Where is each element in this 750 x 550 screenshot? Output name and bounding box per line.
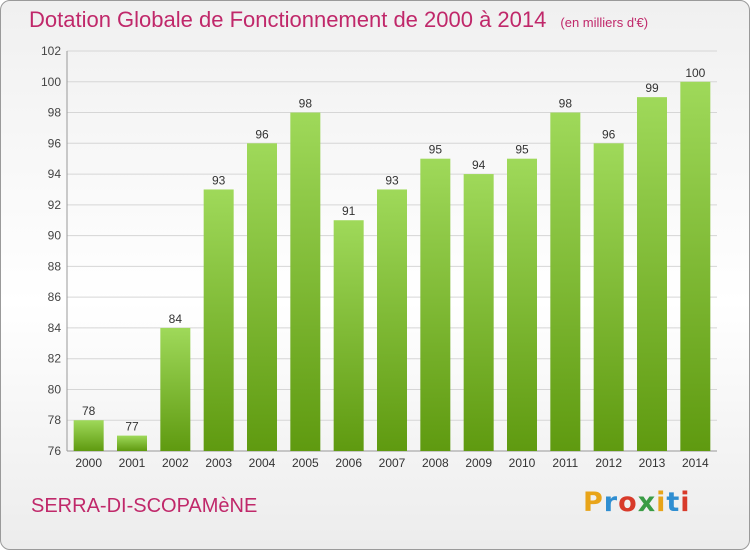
y-tick-label: 82 bbox=[48, 352, 62, 366]
bar bbox=[593, 143, 624, 452]
y-tick-label: 84 bbox=[48, 321, 62, 335]
x-tick-label: 2005 bbox=[292, 456, 319, 470]
data-label: 100 bbox=[685, 66, 705, 80]
x-tick-label: 2009 bbox=[465, 456, 492, 470]
bar bbox=[73, 420, 104, 451]
chart-unit: (en milliers d'€) bbox=[560, 15, 649, 30]
y-tick-label: 80 bbox=[48, 382, 62, 396]
data-label: 95 bbox=[515, 143, 529, 157]
logo-letter: i bbox=[680, 487, 691, 518]
y-tick-label: 86 bbox=[48, 290, 62, 304]
x-tick-label: 2013 bbox=[639, 456, 666, 470]
y-tick-label: 88 bbox=[48, 259, 62, 273]
x-tick-label: 2003 bbox=[205, 456, 232, 470]
y-tick-label: 78 bbox=[48, 413, 62, 427]
y-tick-label: 96 bbox=[48, 136, 62, 150]
logo-letter: i bbox=[656, 487, 667, 518]
logo-letter: o bbox=[618, 487, 638, 518]
y-tick-label: 100 bbox=[41, 75, 61, 89]
x-tick-label: 2014 bbox=[682, 456, 709, 470]
data-label: 93 bbox=[385, 173, 399, 187]
data-label: 91 bbox=[342, 204, 356, 218]
bar bbox=[117, 435, 147, 451]
bar bbox=[637, 97, 667, 452]
bar bbox=[203, 189, 234, 451]
bar bbox=[247, 143, 277, 452]
data-label: 98 bbox=[299, 97, 313, 111]
x-tick-label: 2010 bbox=[509, 456, 536, 470]
data-label: 96 bbox=[255, 127, 269, 141]
bar bbox=[420, 158, 451, 451]
data-label: 96 bbox=[602, 127, 616, 141]
x-tick-label: 2000 bbox=[75, 456, 102, 470]
bar bbox=[290, 112, 321, 452]
y-tick-label: 94 bbox=[48, 167, 62, 181]
data-label: 95 bbox=[429, 143, 443, 157]
data-label: 98 bbox=[559, 97, 573, 111]
data-label: 93 bbox=[212, 173, 226, 187]
y-tick-label: 92 bbox=[48, 198, 62, 212]
logo-letter: P bbox=[583, 487, 604, 518]
bar bbox=[377, 189, 407, 451]
data-label: 78 bbox=[82, 404, 96, 418]
x-tick-label: 2011 bbox=[552, 456, 578, 470]
x-tick-label: 2004 bbox=[249, 456, 276, 470]
y-tick-label: 90 bbox=[48, 229, 62, 243]
bar bbox=[333, 220, 364, 451]
bar bbox=[507, 158, 537, 451]
bar bbox=[680, 81, 711, 452]
x-tick-label: 2002 bbox=[162, 456, 189, 470]
chart-title-text: Dotation Globale de Fonctionnement de 20… bbox=[29, 7, 547, 32]
x-tick-label: 2012 bbox=[595, 456, 622, 470]
logo-letter: t bbox=[666, 487, 681, 518]
x-tick-label: 2001 bbox=[119, 456, 146, 470]
data-label: 77 bbox=[125, 420, 139, 434]
bar bbox=[160, 327, 191, 451]
data-label: 94 bbox=[472, 158, 486, 172]
commune-name: SERRA-DI-SCOPAMèNE bbox=[31, 495, 258, 517]
logo-letter: x bbox=[637, 487, 657, 518]
chart-title: Dotation Globale de Fonctionnement de 20… bbox=[29, 7, 648, 33]
x-tick-label: 2008 bbox=[422, 456, 449, 470]
bar bbox=[550, 112, 581, 452]
x-tick-label: 2007 bbox=[379, 456, 406, 470]
data-label: 99 bbox=[645, 81, 659, 95]
y-tick-label: 98 bbox=[48, 106, 62, 120]
y-tick-label: 76 bbox=[48, 444, 62, 458]
proxiti-logo: Proxiti bbox=[583, 487, 691, 518]
bar bbox=[463, 174, 494, 452]
y-tick-label: 102 bbox=[41, 44, 61, 58]
x-tick-label: 2006 bbox=[335, 456, 362, 470]
logo-letter: r bbox=[603, 487, 619, 518]
data-label: 84 bbox=[169, 312, 183, 326]
